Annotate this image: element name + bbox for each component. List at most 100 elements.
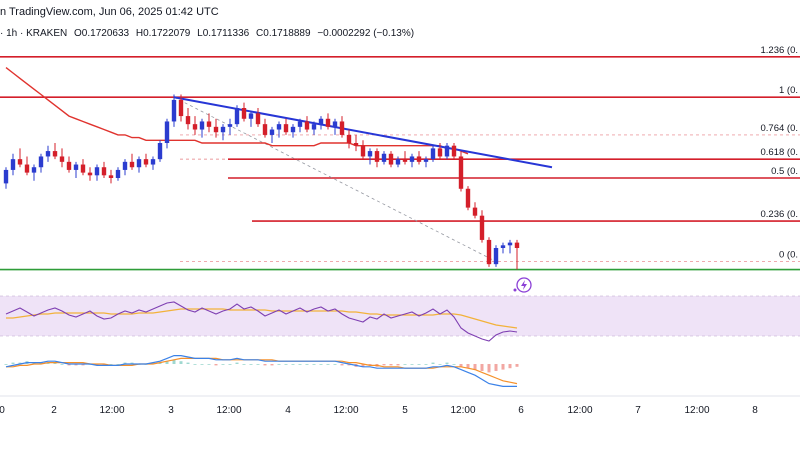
x-tick-label: 12:00 [450,405,475,416]
macd-histogram-bar [165,361,169,364]
low-value: L0.1711336 [197,28,250,39]
candle [465,186,471,211]
candle [423,156,429,168]
macd-histogram-bar [256,364,260,365]
candle [297,118,303,133]
macd-histogram-bar [298,364,302,365]
candle [206,113,212,133]
candles [3,94,520,270]
moving-average-group [5,67,469,155]
candle-body [262,124,268,135]
candle [45,145,51,162]
change-value: −0.0002292 (−0.13%) [317,28,415,39]
candle [346,129,352,149]
candle [101,161,107,178]
candle [479,210,485,243]
moving-average-line [5,67,469,155]
candle [262,118,268,138]
macd-histogram-bar [396,364,400,366]
candle-body [290,126,296,133]
macd-histogram-bar [67,364,71,366]
candle [395,156,401,168]
x-tick-label: 12:00 [567,405,592,416]
candle [220,124,226,141]
macd-histogram-bar [424,364,428,365]
fib-label-0.764: 0.764 (0. [761,123,799,134]
rsi-pane [0,295,800,342]
fib-label-0.236: 0.236 (0. [761,209,799,220]
macd-histogram-bar [459,364,463,367]
candle-body [220,126,226,133]
candle-body [255,113,261,125]
high-value: H0.1722079 [135,28,191,39]
macd-line [5,355,517,387]
macd-histogram-bar [123,362,127,364]
candle-body [206,121,212,127]
rsi-line [5,301,518,342]
candle [451,143,457,160]
candle-body [31,167,37,173]
macd-histogram-bar [193,364,197,365]
candle [73,161,79,178]
macd-histogram-bar [46,362,50,364]
open-value: O0.1720633 [74,28,130,39]
candle-body [269,129,275,135]
macd-histogram-bar [172,359,176,364]
macd-signal-line [6,357,518,385]
candle-body [486,239,492,265]
macd-histogram-bar [60,364,64,365]
macd-histogram-bar [473,364,477,370]
x-tick-label: 8 [752,405,758,416]
candle-body [318,118,324,125]
candle [122,159,128,176]
candle-body [108,175,114,178]
macd-histogram-bar [221,364,225,365]
candle [360,140,366,160]
candle-body [185,116,191,125]
candle [185,108,191,130]
macd-histogram-bar [242,364,246,365]
candle [409,153,415,168]
candle [115,167,121,181]
candle [234,105,240,127]
x-tick-label: 12:00 [684,405,709,416]
candle-body [332,121,338,127]
candle [472,202,478,219]
replay-icon[interactable] [513,277,532,293]
candle-body [136,159,142,168]
macd-histogram-bar [207,364,211,365]
candle [416,151,422,165]
candle-body [66,161,72,170]
macd-histogram-bar [235,362,239,364]
candle-body [150,159,156,165]
candle [332,118,338,135]
candle [31,164,37,181]
candle [458,151,464,192]
candle-body [143,159,149,165]
candle-body [276,124,282,130]
candle-body [514,242,520,248]
candle-body [164,121,170,143]
macd-histogram-bar [95,364,99,366]
candle [164,118,170,149]
candle [353,134,359,152]
x-tick-label: 5 [402,405,408,416]
candle [59,148,65,168]
macd-histogram-bar [466,364,470,369]
candle [255,108,261,127]
macd-histogram-bar [480,364,484,371]
macd-histogram-bar [102,364,106,366]
candle [66,156,72,173]
candle [178,94,184,122]
x-tick-label: 12:00 [216,405,241,416]
candle-body [423,159,429,162]
candle-body [24,164,30,173]
ohlc-legend: · 1h · KRAKEN O0.1720633 H0.1722079 L0.1… [0,28,418,39]
macd-histogram-bar [228,364,232,365]
candle [38,153,44,173]
candle-body [10,159,16,170]
candle-body [500,245,506,248]
macd-histogram-bar [53,362,57,364]
candle-body [409,156,415,162]
